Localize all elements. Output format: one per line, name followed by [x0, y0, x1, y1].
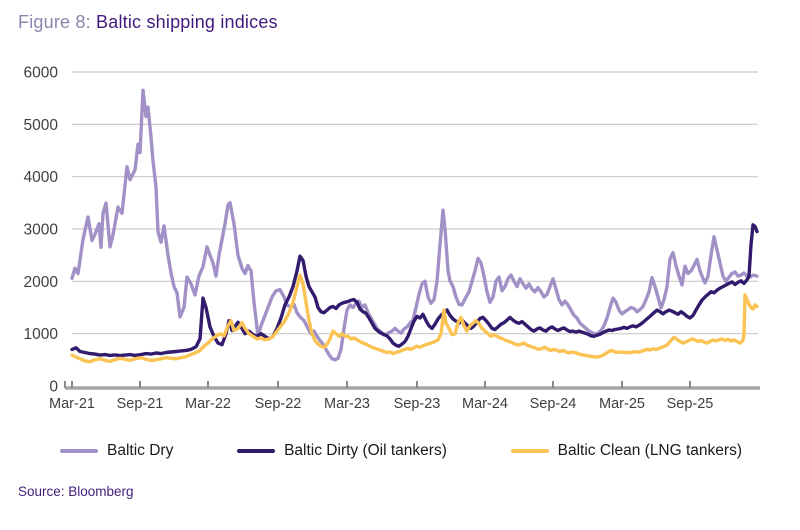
y-axis-tick-label: 3000: [24, 222, 59, 239]
x-axis-tick-label: Sep-21: [117, 396, 164, 412]
y-axis-tick-label: 0: [49, 379, 58, 396]
y-axis-tick-label: 6000: [24, 65, 59, 82]
x-axis-tick-label: Mar-24: [462, 396, 508, 412]
x-axis-tick-label: Mar-22: [185, 396, 231, 412]
chart-legend: Baltic Dry Baltic Dirty (Oil tankers) Ba…: [0, 442, 800, 460]
legend-label-baltic-dry: Baltic Dry: [107, 442, 174, 459]
legend-item-baltic-clean: Baltic Clean (LNG tankers): [510, 442, 742, 460]
x-axis-tick-label: Sep-24: [530, 396, 577, 412]
legend-item-baltic-dry: Baltic Dry: [60, 442, 173, 460]
x-axis-tick-label: Mar-23: [324, 396, 370, 412]
figure-title: Figure 8: Baltic shipping indices: [18, 12, 278, 33]
x-axis-tick-label: Mar-25: [599, 396, 645, 412]
figure-title-text: Baltic shipping indices: [96, 12, 278, 32]
legend-label-baltic-clean: Baltic Clean (LNG tankers): [557, 442, 742, 459]
x-axis-tick-label: Sep-23: [394, 396, 441, 412]
legend-item-baltic-dirty: Baltic Dirty (Oil tankers): [237, 442, 447, 460]
x-axis-tick-label: Sep-25: [667, 396, 714, 412]
x-axis-tick-label: Mar-21: [49, 396, 95, 412]
baltic-dry-line-swatch: [60, 449, 98, 453]
figure-number: Figure 8:: [18, 12, 97, 32]
y-axis-tick-label: 1000: [24, 326, 59, 343]
y-axis-tick-label: 4000: [24, 169, 59, 186]
y-axis-tick-label: 5000: [24, 117, 59, 134]
source-note: Source: Bloomberg: [18, 484, 134, 499]
line-baltic-clean: [70, 273, 759, 364]
baltic-indices-line-chart: 0 1000 2000 3000 4000 5000 6000 Mar-21 Sep-21 Mar…: [24, 65, 760, 412]
line-baltic-dry: [70, 88, 759, 362]
y-axis-tick-label: 2000: [24, 274, 59, 291]
baltic-dirty-line-swatch: [237, 449, 276, 453]
baltic-clean-line-swatch: [510, 449, 549, 453]
x-axis-tick-label: Sep-22: [255, 396, 302, 412]
legend-label-baltic-dirty: Baltic Dirty (Oil tankers): [284, 442, 447, 459]
